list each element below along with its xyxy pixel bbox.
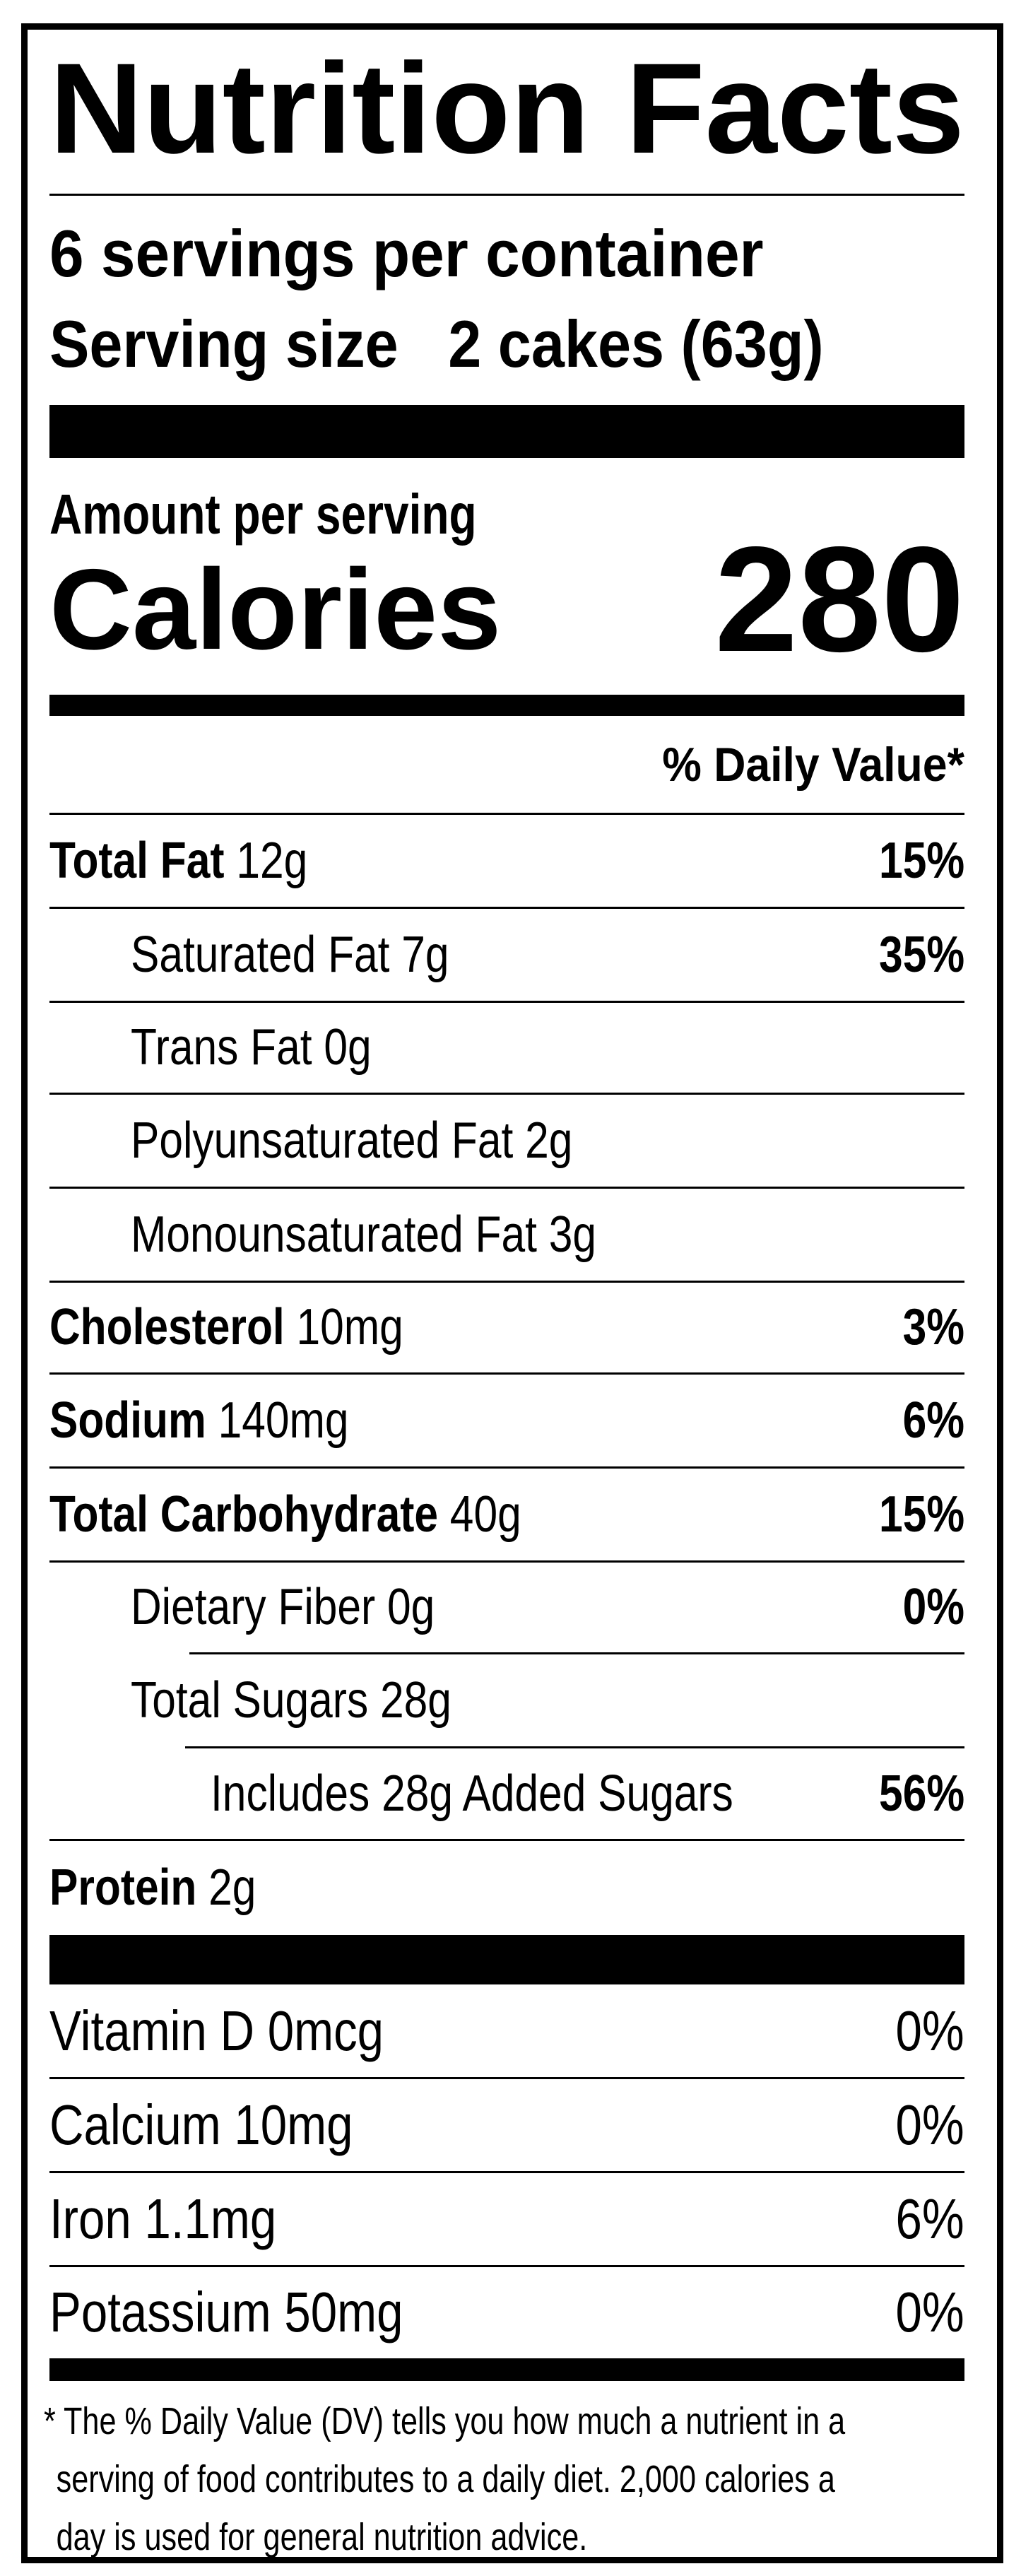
medium-bar (49, 695, 964, 716)
calories-value: 280 (714, 515, 964, 683)
divider (49, 1466, 964, 1469)
divider (49, 1001, 964, 1003)
nutrient-row-protein: Protein 2g (49, 1859, 256, 1916)
calories-label: Calories (49, 546, 502, 674)
nutrient-row-total-fat: Total Fat 12g 15% (49, 832, 964, 889)
vitamin-row-calcium: Calcium 10mg 0% (49, 2093, 964, 2156)
divider (185, 1746, 964, 1748)
nutrient-row-saturated-fat: Saturated Fat 7g 35% (131, 926, 964, 983)
divider (49, 2265, 964, 2267)
serving-size-value: 2 cakes (63g) (448, 307, 824, 381)
divider (49, 907, 964, 909)
nutrient-row-total-sugars: Total Sugars 28g (131, 1671, 452, 1729)
vitamin-row-vitamin-d: Vitamin D 0mcg 0% (49, 1999, 964, 2062)
serving-size-label: Serving size (49, 307, 399, 381)
divider (189, 1652, 964, 1654)
medium-bar (49, 2358, 964, 2381)
nutrient-row-trans-fat: Trans Fat 0g (131, 1019, 372, 1076)
footnote-line: serving of food contributes to a daily d… (56, 2458, 835, 2500)
thick-bar (49, 1935, 964, 1984)
footnote: * The % Daily Value (DV) tells you how m… (44, 2392, 955, 2566)
divider (49, 194, 964, 196)
vitamin-row-potassium: Potassium 50mg 0% (49, 2280, 964, 2343)
divider (49, 1281, 964, 1283)
divider (49, 1372, 964, 1375)
vitamin-row-iron: Iron 1.1mg 6% (49, 2187, 964, 2250)
footnote-line: * The % Daily Value (DV) tells you how m… (44, 2400, 846, 2442)
thick-bar (49, 405, 964, 458)
serving-size: Serving size 2 cakes (63g) (49, 311, 964, 377)
nutrient-row-polyunsaturated-fat: Polyunsaturated Fat 2g (131, 1112, 573, 1169)
divider (49, 2171, 964, 2173)
divider (49, 1560, 964, 1563)
label-frame (21, 23, 1003, 2563)
divider (49, 2077, 964, 2079)
nutrient-row-total-carbohydrate: Total Carbohydrate 40g 15% (49, 1486, 964, 1543)
servings-per-container: 6 servings per container (49, 216, 764, 290)
nutrient-row-dietary-fiber: Dietary Fiber 0g 0% (131, 1579, 964, 1635)
divider (49, 813, 964, 815)
daily-value-header: % Daily Value* (662, 738, 964, 792)
divider (49, 1187, 964, 1189)
nutrient-row-monounsaturated-fat: Monounsaturated Fat 3g (131, 1206, 597, 1263)
label-title: Nutrition Facts (49, 36, 965, 180)
divider (49, 1839, 964, 1841)
nutrient-row-sodium: Sodium 140mg 6% (49, 1392, 964, 1449)
nutrient-row-cholesterol: Cholesterol 10mg 3% (49, 1299, 964, 1355)
amount-per-serving: Amount per serving (49, 483, 477, 546)
nutrient-row-added-sugars: Includes 28g Added Sugars 56% (211, 1765, 964, 1822)
divider (49, 1093, 964, 1095)
footnote-line: day is used for general nutrition advice… (56, 2516, 588, 2558)
